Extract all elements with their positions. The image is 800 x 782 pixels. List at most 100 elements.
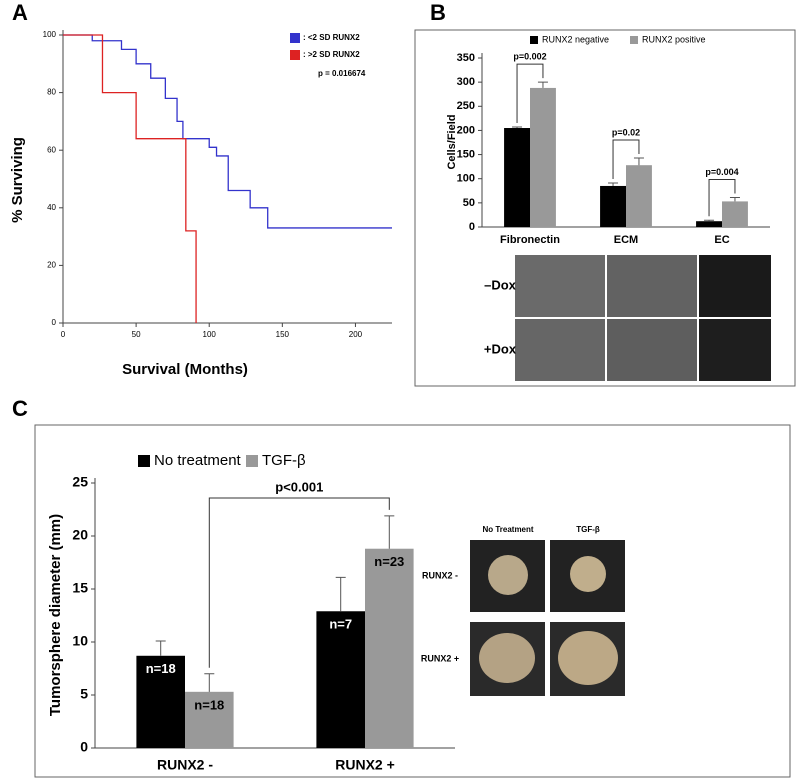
y-tick-label: 350	[457, 52, 475, 64]
y-tick-label: 0	[469, 221, 475, 233]
bar	[316, 611, 365, 748]
legend-label: RUNX2 negative	[542, 34, 609, 44]
x-tick-label: 50	[132, 330, 141, 339]
y-tick-label: 100	[457, 173, 475, 185]
micrograph	[699, 255, 771, 317]
bracket	[708, 179, 736, 217]
bracket	[516, 63, 544, 124]
legend-label: : <2 SD RUNX2	[303, 33, 360, 42]
y-tick-label: 15	[72, 580, 88, 596]
legend-swatch	[246, 455, 258, 467]
p-value: p=0.02	[612, 127, 640, 137]
y-axis-label: % Surviving	[9, 137, 26, 223]
error-bar	[384, 515, 395, 549]
bar	[530, 87, 556, 228]
image-column-label: TGF-β	[576, 525, 600, 534]
error-bar	[512, 126, 523, 129]
error-bar	[155, 640, 166, 656]
error-bar	[608, 182, 619, 186]
y-tick-label: 20	[72, 527, 88, 543]
legend-swatch	[138, 455, 150, 467]
x-tick-label: 200	[349, 330, 363, 339]
micrograph	[699, 319, 771, 381]
image-row-label: +Dox	[484, 341, 517, 356]
survival-curve	[63, 34, 392, 229]
legend-label: No treatment	[154, 452, 242, 469]
y-tick-label: 40	[47, 203, 56, 212]
bar	[504, 128, 530, 227]
image-row-label: –Dox	[484, 277, 517, 292]
bar	[696, 221, 722, 227]
panel-letter: A	[12, 0, 28, 25]
x-tick-label: 100	[203, 330, 217, 339]
bar	[136, 655, 185, 748]
bar	[626, 165, 652, 227]
p-value: p=0.004	[705, 167, 738, 177]
bar	[185, 691, 234, 748]
micrograph	[515, 255, 605, 317]
panel-letter: C	[12, 396, 28, 421]
tumorsphere	[558, 631, 618, 685]
bracket	[208, 497, 390, 668]
image-column-label: No Treatment	[482, 525, 533, 534]
tumorsphere	[488, 555, 528, 595]
y-tick-label: 10	[72, 633, 88, 649]
error-bar	[633, 157, 644, 166]
x-tick-label: 0	[61, 330, 66, 339]
y-tick-label: 100	[43, 30, 57, 39]
error-bar	[704, 219, 715, 222]
n-label: n=18	[146, 661, 176, 676]
y-tick-label: 25	[72, 474, 88, 490]
panel-b-images	[515, 255, 771, 381]
x-tick-label: ECM	[614, 234, 638, 246]
y-tick-label: 150	[457, 148, 475, 160]
x-tick-label: RUNX2 +	[335, 757, 395, 773]
y-tick-label: 50	[463, 197, 475, 209]
micrograph	[607, 319, 697, 381]
error-bar	[729, 197, 740, 202]
panel-b-frame	[414, 29, 796, 387]
survival-curve	[63, 34, 197, 323]
x-tick-label: EC	[714, 234, 729, 246]
x-axis-label: Survival (Months)	[122, 361, 248, 378]
n-label: n=7	[329, 617, 352, 632]
error-bar	[335, 576, 346, 612]
legend-label: TGF-β	[262, 452, 306, 469]
micrograph	[607, 255, 697, 317]
y-axis-label: Cells/Field	[446, 114, 458, 169]
n-label: n=23	[374, 554, 404, 569]
legend-swatch	[290, 50, 300, 60]
bar	[600, 185, 626, 227]
y-tick-label: 5	[80, 686, 88, 702]
tumorsphere	[479, 633, 535, 683]
image-row-label: RUNX2 +	[421, 653, 459, 663]
micrograph	[515, 319, 605, 381]
y-tick-label: 0	[52, 318, 57, 327]
y-tick-label: 60	[47, 145, 56, 154]
x-tick-label: Fibronectin	[500, 234, 560, 246]
legend-swatch	[530, 36, 538, 44]
y-tick-label: 20	[47, 261, 56, 270]
p-value: p = 0.016674	[318, 69, 366, 78]
legend-swatch	[290, 33, 300, 43]
tumorsphere	[570, 556, 606, 592]
y-tick-label: 80	[47, 88, 56, 97]
legend-swatch	[630, 36, 638, 44]
y-tick-label: 300	[457, 76, 475, 88]
p-value: p=0.002	[513, 52, 546, 62]
y-axis-label: Tumorsphere diameter (mm)	[47, 514, 64, 716]
error-bar	[204, 673, 215, 692]
panel-c-frame	[34, 424, 791, 778]
bar	[722, 201, 748, 227]
image-row-label: RUNX2 -	[422, 570, 458, 580]
legend-label: RUNX2 positive	[642, 34, 706, 44]
legend-label: : >2 SD RUNX2	[303, 50, 360, 59]
x-tick-label: 150	[276, 330, 290, 339]
panel-c-images	[470, 540, 625, 696]
y-tick-label: 0	[80, 739, 88, 755]
n-label: n=18	[194, 697, 224, 712]
y-tick-label: 250	[457, 100, 475, 112]
p-value: p<0.001	[275, 479, 323, 494]
bar	[365, 548, 414, 748]
